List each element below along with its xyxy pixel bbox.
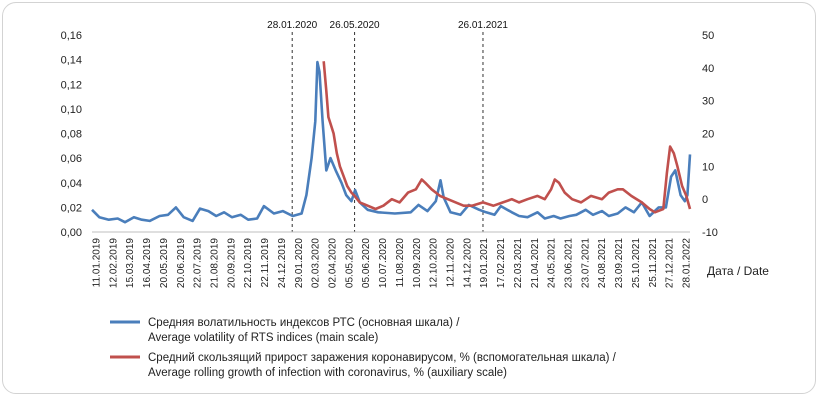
x-tick-label: 21.04.2021 [530, 238, 541, 288]
y-left-tick-label: 0,08 [61, 129, 82, 141]
event-markers: 28.01.2020 26.05.2020 26.01.2021 [267, 20, 508, 232]
x-tick-label: 22.07.2019 [193, 238, 204, 288]
legend: Средняя волатильность индексов РТС (осно… [110, 317, 617, 379]
x-tick-label: 21.08.2019 [210, 238, 221, 288]
y-right-tick-label: 30 [702, 96, 714, 108]
series-line-0 [91, 60, 692, 224]
x-tick-label: 20.06.2019 [176, 238, 187, 288]
y-left-tick-label: 0,10 [61, 104, 82, 116]
x-tick-label: 24.08.2021 [597, 238, 608, 288]
x-tick-label: 24.12.2019 [277, 238, 288, 288]
y-right-tick-label: 10 [702, 161, 714, 173]
event-label: 26.05.2020 [330, 20, 380, 31]
y-left-tick-label: 0,14 [61, 55, 82, 67]
event-label: 26.01.2021 [458, 20, 508, 31]
x-tick-label: 02.04.2020 [328, 238, 339, 288]
x-tick-label: 24.05.2021 [547, 238, 558, 288]
x-tick-label: 27.12.2021 [665, 238, 676, 288]
y-left-tick-label: 0,04 [61, 178, 82, 190]
x-tick-label: 28.01.2022 [682, 238, 693, 288]
x-tick-label: 25.10.2021 [631, 238, 642, 288]
x-tick-label: 17.02.2021 [496, 238, 507, 288]
x-tick-label: 23.07.2021 [580, 238, 591, 288]
x-tick-label: 19.01.2021 [479, 238, 490, 288]
x-tick-label: 15.03.2019 [125, 238, 136, 288]
x-tick-label: 05.06.2020 [361, 238, 372, 288]
x-tick-label: 11.08.2020 [395, 238, 406, 288]
x-tick-label: 22.10.2019 [243, 238, 254, 288]
x-tick-label: 12.02.2019 [108, 238, 119, 288]
axes: 0,00 0,02 0,04 0,06 0,08 0,10 0,12 0,14 0,16 -10 0… [61, 30, 770, 288]
x-tick-label: 10.09.2020 [412, 238, 423, 288]
x-tick-label: 20.05.2019 [159, 238, 170, 288]
x-tick-label: 02.03.2020 [311, 238, 322, 288]
y-right-tick-label: 20 [702, 129, 714, 141]
x-tick-label: 16.04.2019 [142, 238, 153, 288]
x-tick-label: 05.05.2020 [344, 238, 355, 288]
y-left-tick-label: 0,12 [61, 79, 82, 91]
y-left-tick-label: 0,02 [61, 202, 82, 214]
x-tick-label: 10.07.2020 [378, 238, 389, 288]
series-line-1 [322, 61, 692, 214]
x-tick-label: 12.11.2020 [446, 238, 457, 288]
y-right-tick-label: 40 [702, 63, 714, 75]
x-tick-label: 22.11.2019 [260, 238, 271, 288]
x-tick-label: 20.09.2019 [226, 238, 237, 288]
x-tick-label: 11.01.2019 [92, 238, 103, 288]
y-right-tick-label: 50 [702, 30, 714, 42]
x-tick-label: 12.10.2020 [429, 238, 440, 288]
y-left-tick-label: 0,00 [61, 227, 82, 239]
y-left-tick-label: 0,16 [61, 30, 82, 42]
x-tick-label: 23.06.2021 [564, 238, 575, 288]
legend-entry-0: Средняя волатильность индексов РТС (осно… [148, 317, 460, 344]
series-lines [91, 60, 692, 224]
x-tick-label: 14.12.2020 [462, 238, 473, 288]
x-tick-label: 22.03.2021 [513, 238, 524, 288]
legend-entry-1: Средний скользящий прирост заражения кор… [148, 352, 617, 379]
x-axis-label: Дата / Date [707, 264, 769, 278]
event-label: 28.01.2020 [267, 20, 317, 31]
x-tick-label: 23.09.2021 [614, 238, 625, 288]
y-left-tick-label: 0,06 [61, 153, 82, 165]
y-right-tick-label: 0 [702, 194, 708, 206]
y-right-tick-label: -10 [702, 227, 718, 239]
chart-frame [2, 2, 816, 394]
x-tick-label: 29.01.2020 [294, 238, 305, 288]
x-tick-label: 25.11.2021 [648, 238, 659, 288]
